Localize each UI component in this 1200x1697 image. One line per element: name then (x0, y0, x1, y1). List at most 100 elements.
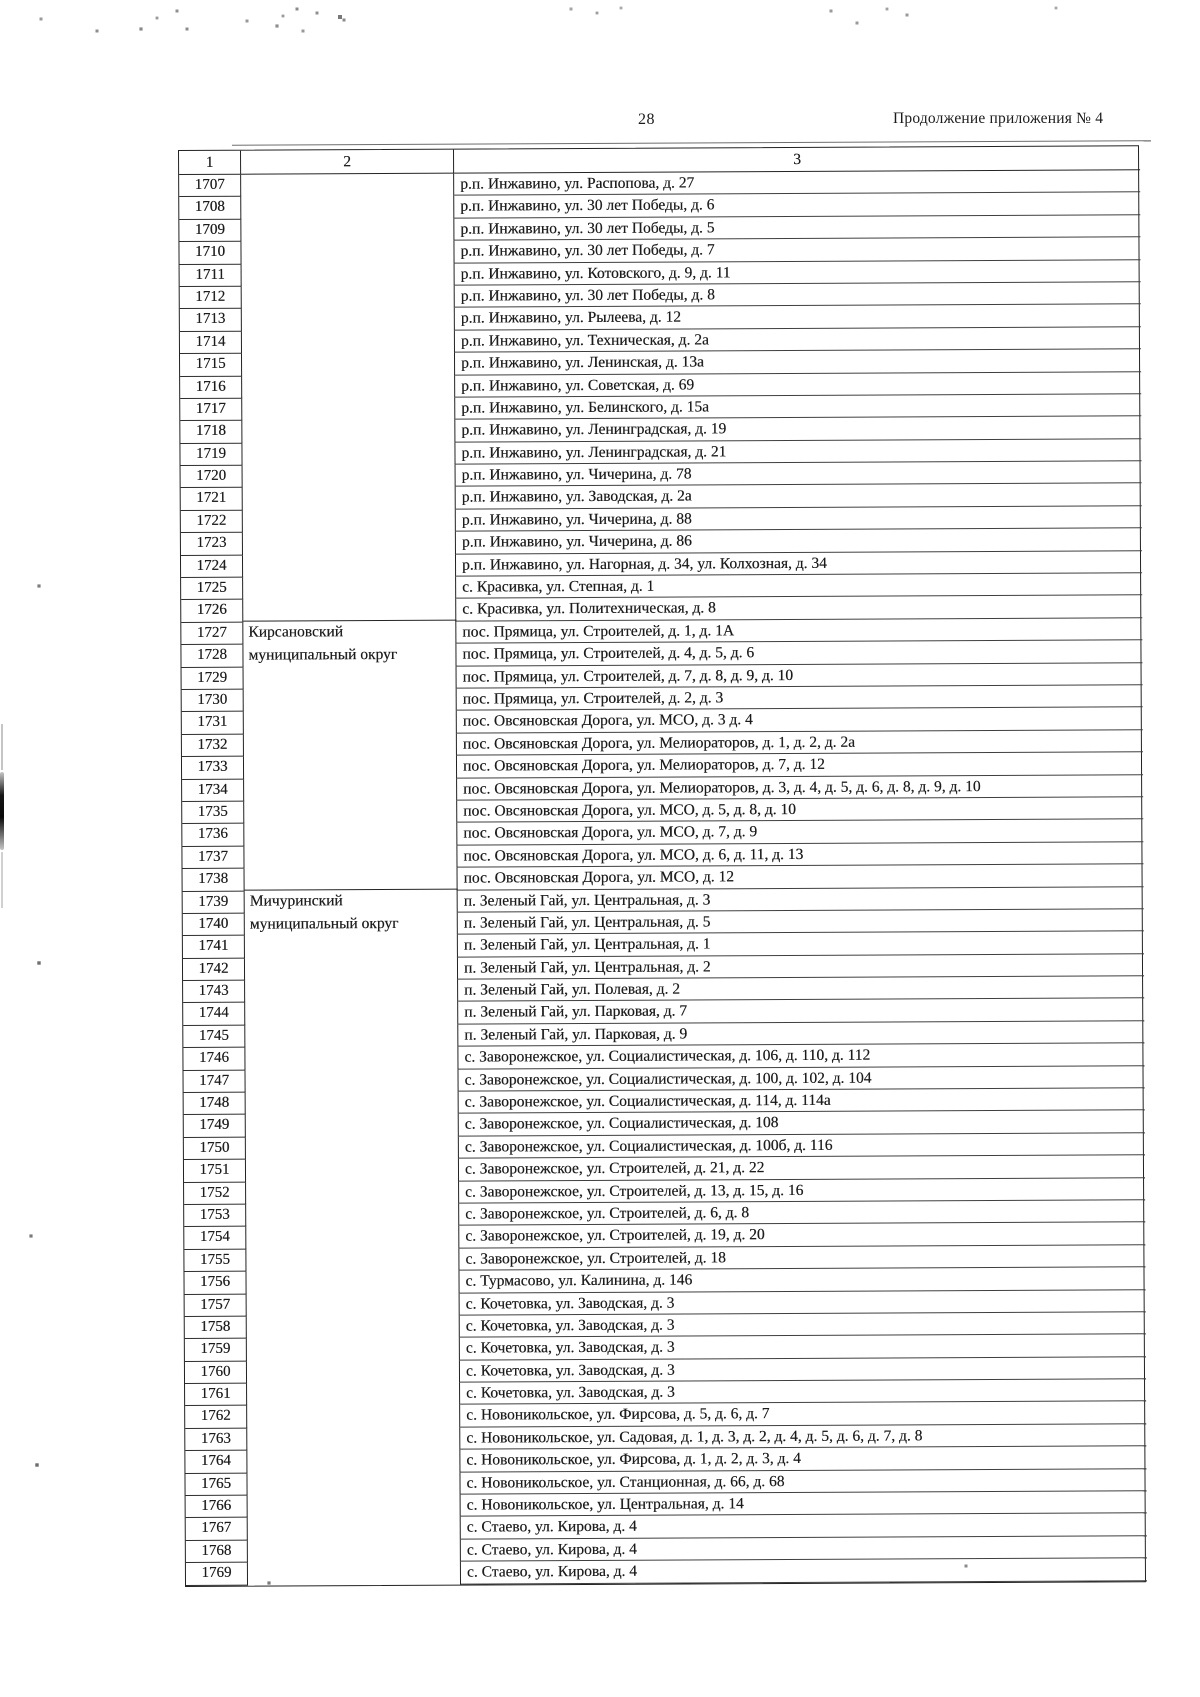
district-cell (245, 1046, 459, 1071)
district-cell (241, 330, 455, 354)
district-cell (241, 263, 455, 287)
address-cell: с. Заворонежское, ул. Строителей, д. 18 (459, 1245, 1146, 1271)
row-number-cell: 1740 (182, 913, 245, 937)
address-cell: с. Стаево, ул. Кирова, д. 4 (460, 1558, 1148, 1585)
scan-speckles (0, 0, 2, 2)
row-number-cell: 1751 (183, 1159, 247, 1183)
address-cell: с. Новоникольское, ул. Фирсова, д. 5, д.… (460, 1401, 1147, 1428)
address-cell: п. Зеленый Гай, ул. Центральная, д. 1 (457, 931, 1144, 958)
row-number-cell: 1710 (179, 241, 242, 265)
district-cell (243, 688, 457, 713)
address-cell: с. Заворонежское, ул. Строителей, д. 21,… (458, 1155, 1146, 1182)
row-number-cell: 1743 (183, 980, 246, 1004)
row-number-cell: 1756 (184, 1271, 247, 1295)
row-number-cell: 1732 (181, 734, 244, 758)
row-number-cell: 1761 (185, 1383, 248, 1407)
address-cell: р.п. Инжавино, ул. Ленинградская, д. 21 (455, 438, 1142, 465)
row-number-cell: 1727 (181, 622, 244, 646)
district-cell (242, 375, 456, 399)
district-cell (247, 1382, 461, 1407)
address-cell: пос. Прямица, ул. Строителей, д. 2, д. 3 (456, 685, 1143, 712)
address-cell: р.п. Инжавино, ул. Советская, д. 69 (455, 371, 1142, 398)
row-number-cell: 1746 (183, 1047, 246, 1071)
row-number-cell: 1713 (179, 309, 242, 332)
district-cell (244, 822, 458, 847)
row-number-cell: 1766 (185, 1495, 248, 1519)
district-cell (245, 1091, 459, 1116)
district-cell (243, 755, 458, 780)
address-cell: пос. Прямица, ул. Строителей, д. 1, д. 1… (456, 618, 1143, 644)
address-cell: пос. Овсяновская Дорога, ул. МСО, д. 7, … (457, 819, 1144, 846)
address-cell: с. Кочетовка, ул. Заводская, д. 3 (459, 1289, 1146, 1316)
row-number-cell: 1731 (181, 712, 244, 735)
address-cell: с. Кочетовка, ул. Заводская, д. 3 (459, 1356, 1147, 1383)
district-cell (242, 419, 456, 444)
row-number-cell: 1739 (182, 891, 245, 914)
address-cell: с. Новоникольское, ул. Станционная, д. 6… (460, 1468, 1147, 1495)
address-cell: р.п. Инжавино, ул. 30 лет Победы, д. 5 (454, 215, 1141, 241)
district-cell (242, 442, 456, 466)
district-cell (242, 554, 457, 578)
district-cell (246, 1315, 460, 1339)
row-number-cell: 1728 (181, 644, 244, 668)
column-header-3: 3 (454, 146, 1141, 174)
row-number-cell: 1720 (180, 465, 243, 489)
district-cell (241, 218, 455, 242)
row-number-cell: 1745 (183, 1025, 246, 1049)
district-cell (241, 285, 455, 310)
row-number-cell: 1762 (185, 1406, 248, 1429)
address-cell: р.п. Инжавино, ул. 30 лет Победы, д. 7 (454, 237, 1141, 264)
district-cell (246, 1225, 460, 1250)
row-number-cell: 1709 (179, 219, 242, 243)
district-cell (247, 1427, 461, 1451)
address-cell: п. Зеленый Гай, ул. Парковая, д. 9 (458, 1021, 1145, 1047)
district-cell: муниципальный округ (243, 643, 457, 668)
district-cell (244, 934, 458, 959)
row-number-cell: 1749 (183, 1115, 246, 1138)
row-number-cell: 1717 (180, 398, 243, 422)
address-cell: с. Кочетовка, ул. Заводская, д. 3 (459, 1334, 1146, 1361)
row-number-cell: 1736 (182, 824, 245, 847)
row-number-cell: 1730 (181, 689, 244, 713)
address-table: 1 2 3 1707 р.п. Инжавино, ул. Распопова,… (178, 145, 1148, 1587)
district-cell (246, 1181, 460, 1205)
row-number-cell: 1750 (183, 1137, 246, 1161)
row-number-cell: 1767 (185, 1518, 248, 1541)
address-cell: с. Стаево, ул. Кирова, д. 4 (460, 1536, 1147, 1562)
row-number-cell: 1744 (183, 1003, 246, 1026)
address-cell: р.п. Инжавино, ул. Нагорная, д. 34, ул. … (455, 550, 1143, 577)
row-number-cell: 1726 (181, 600, 244, 623)
row-number-cell: 1707 (179, 174, 242, 198)
address-cell: с. Заворонежское, ул. Строителей, д. 6, … (459, 1200, 1146, 1226)
address-cell: с. Новоникольское, ул. Центральная, д. 1… (460, 1491, 1147, 1518)
address-cell: п. Зеленый Гай, ул. Парковая, д. 7 (458, 998, 1145, 1025)
address-cell: пос. Овсяновская Дорога, ул. МСО, д. 6, … (457, 842, 1144, 868)
address-cell: пос. Прямица, ул. Строителей, д. 7, д. 8… (456, 662, 1143, 689)
row-number-cell: 1760 (184, 1361, 248, 1385)
district-cell (241, 173, 455, 198)
address-cell: с. Заворонежское, ул. Социалистическая, … (458, 1088, 1145, 1115)
district-cell (245, 979, 459, 1004)
address-cell: п. Зеленый Гай, ул. Центральная, д. 5 (457, 909, 1144, 935)
row-number-cell: 1725 (181, 577, 244, 601)
district-cell (244, 957, 459, 981)
row-number-cell: 1711 (179, 264, 242, 287)
row-number-cell: 1712 (179, 286, 242, 310)
district-cell (241, 352, 456, 377)
row-number-cell: 1722 (180, 510, 243, 534)
row-number-cell: 1752 (184, 1182, 247, 1205)
district-cell (244, 778, 458, 802)
address-cell: р.п. Инжавино, ул. Распопова, д. 27 (454, 170, 1141, 197)
district-cell (246, 1270, 460, 1295)
row-number-cell: 1724 (180, 555, 244, 579)
row-number-cell: 1734 (182, 779, 245, 802)
address-cell: п. Зеленый Гай, ул. Центральная, д. 3 (457, 886, 1144, 913)
address-cell: с. Заворонежское, ул. Строителей, д. 13,… (459, 1177, 1146, 1204)
row-number-cell: 1729 (181, 667, 244, 690)
row-number-cell: 1719 (180, 443, 243, 467)
address-cell: р.п. Инжавино, ул. Ленинградская, д. 19 (455, 416, 1142, 443)
district-cell (247, 1449, 461, 1474)
address-cell: р.п. Инжавино, ул. Техническая, д. 2а (454, 327, 1141, 353)
row-number-cell: 1753 (184, 1204, 247, 1228)
district-cell (241, 307, 455, 332)
